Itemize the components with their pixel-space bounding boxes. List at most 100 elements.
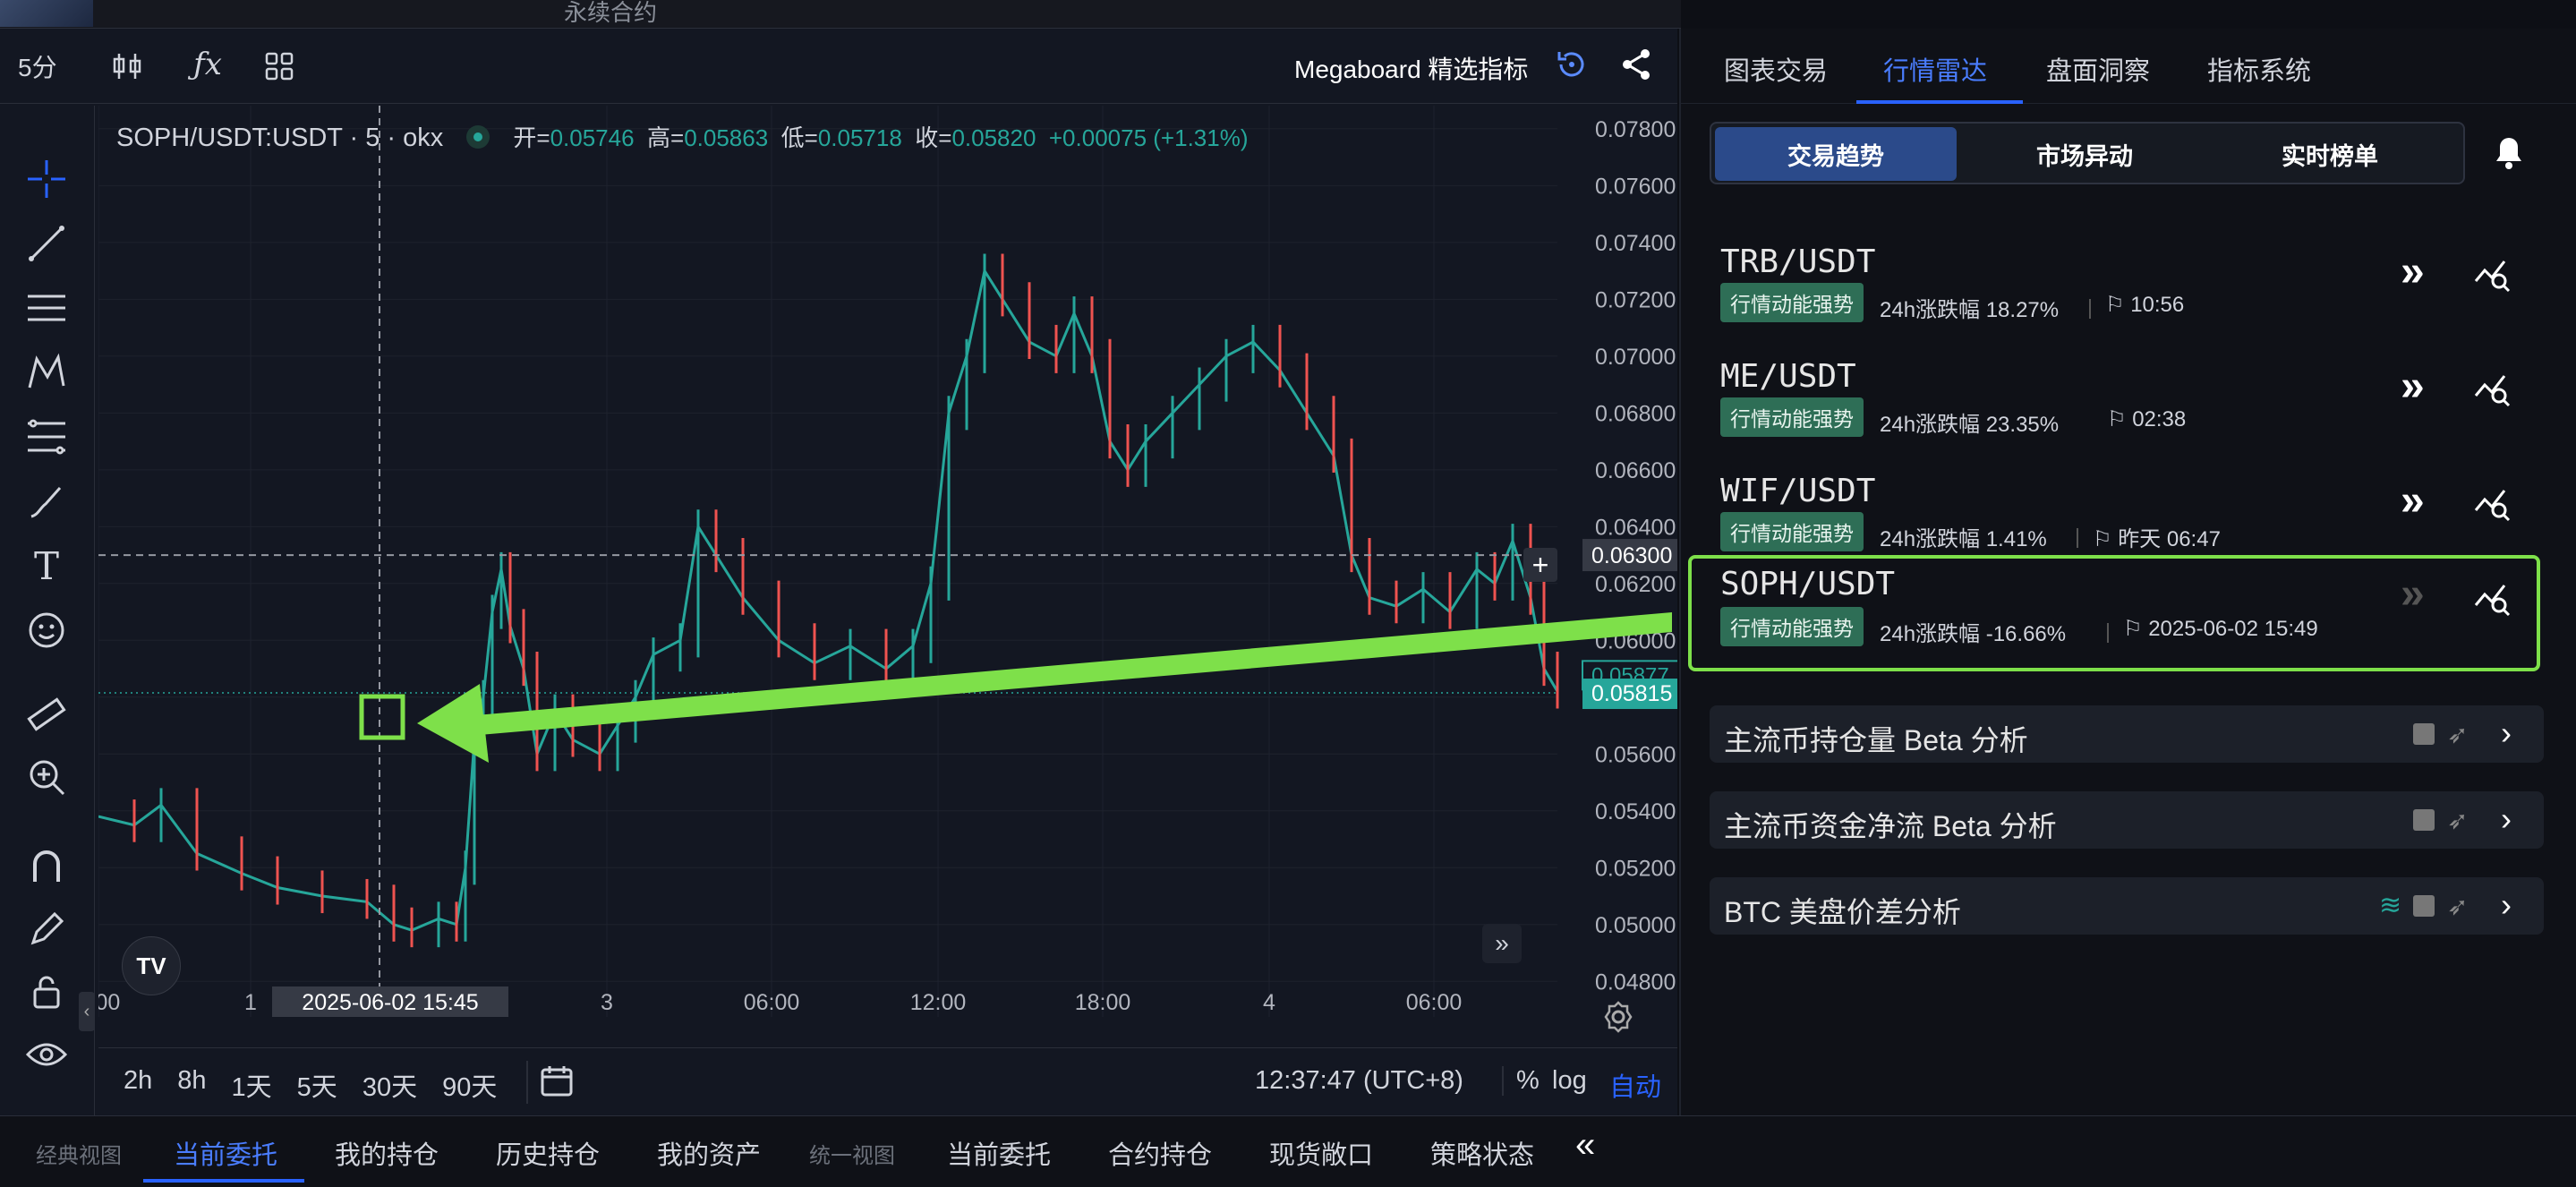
price-tick-label: 0.05200 [1595,856,1676,881]
flag-icon: ⚐ [2107,407,2133,431]
indicators-icon[interactable]: ƒx [193,47,222,82]
fib-icon[interactable] [18,408,75,465]
auto-toggle[interactable]: 自动 [1609,1073,1662,1102]
rocket-icon: ➶ [2447,807,2469,834]
collapse-icon[interactable]: « [1575,1125,1596,1165]
close-label: 收= [915,124,952,151]
flag-time: ⚐ 10:56 [2105,292,2184,318]
divider [2077,528,2078,548]
time-text: 02:38 [2132,407,2187,431]
active-tab-underline [1856,100,2023,104]
pencil-lock-icon[interactable] [18,901,75,958]
range-button[interactable]: 1天 [231,1073,272,1102]
tab-current-orders-2[interactable]: 当前委托 [947,1141,1052,1170]
double-chevron-icon[interactable]: » [2401,248,2425,295]
tab-spot-exposure[interactable]: 现货敞口 [1269,1141,1374,1170]
time-tick-label: 6:00 [98,990,120,1015]
tab-indicator-system[interactable]: 指标系统 [2207,57,2312,86]
tab-market-insight[interactable]: 盘面洞察 [2046,57,2151,86]
chart-search-icon[interactable] [2472,254,2512,294]
low-label: 低= [780,124,818,151]
text-icon[interactable]: T [33,543,59,588]
analysis-title: 主流币持仓量 Beta 分析 [1724,724,2028,756]
range-button[interactable]: 5天 [296,1073,337,1102]
tab-contract-positions[interactable]: 合约持仓 [1108,1141,1213,1170]
layout-grid-icon[interactable] [260,47,299,86]
tab-current-orders[interactable]: 当前委托 [174,1141,278,1170]
list-item-me[interactable]: ME/USDT 行情动能强势 24h涨跌幅 23.35% ⚐ 02:38 » [1681,342,2576,457]
time-tick-label: 18:00 [1075,990,1131,1015]
chart-search-icon[interactable] [2472,369,2512,408]
range-button[interactable]: 8h [177,1066,207,1095]
coin-name[interactable]: TRB/USDT [1720,243,1876,280]
range-button[interactable]: 2h [124,1066,153,1095]
tab-my-assets[interactable]: 我的资产 [657,1141,762,1170]
list-item-trb[interactable]: TRB/USDT 行情动能强势 24h涨跌幅 18.27% ⚐ 10:56 » [1681,227,2576,342]
analysis-open-interest[interactable]: 主流币持仓量 Beta 分析 ➶ › [1710,705,2544,763]
horizontal-lines-icon[interactable] [18,279,75,337]
tab-strategy-status[interactable]: 策略状态 [1430,1141,1535,1170]
coin-name[interactable]: WIF/USDT [1720,473,1876,509]
time-text: 2025-06-02 15:49 [2148,617,2318,641]
price-line [98,267,1559,932]
rocket-icon: ➶ [2447,892,2469,920]
tab-position-history[interactable]: 历史持仓 [496,1141,601,1170]
date-range-icon[interactable] [526,1061,573,1104]
time-text: 昨天 06:47 [2118,527,2221,551]
right-tabs: 图表交易 行情雷达 盘面洞察 指标系统 [1681,29,2576,104]
chart-panel: 5分 ƒx Megaboard 精选指标 T ‹ 0.07800 [0,29,1677,1115]
percent-toggle[interactable]: % [1502,1066,1540,1096]
bottom-active-underline [143,1179,304,1183]
segment-leaderboard[interactable]: 实时榜单 [2282,142,2378,170]
double-chevron-icon[interactable]: » [2401,477,2425,525]
change-value: +0.00075 (+1.31%) [1048,124,1249,151]
coin-name[interactable]: SOPH/USDT [1720,566,1896,602]
lock-icon[interactable] [18,963,75,1020]
crosshair-icon[interactable] [18,150,75,208]
replay-icon[interactable] [1554,47,1593,86]
tab-unified-view[interactable]: 统一视图 [809,1144,895,1168]
price-chart[interactable]: 0.07800 0.07600 0.07400 0.07200 0.07000 0.068… [98,106,1677,1017]
interval-selector[interactable]: 5分 [18,54,57,81]
tab-my-positions[interactable]: 我的持仓 [335,1141,439,1170]
analysis-netflow[interactable]: 主流币资金净流 Beta 分析 ➶ › [1710,791,2544,849]
double-chevron-icon[interactable]: » [2401,363,2425,410]
price-tick-label: 0.07000 [1595,345,1676,370]
chart-settings-icon[interactable] [1600,999,1640,1038]
indicator-label[interactable]: Megaboard 精选指标 [1294,56,1529,83]
chart-search-icon[interactable] [2472,578,2512,618]
clock-text[interactable]: 12:37:47 (UTC+8) [1255,1066,1463,1095]
candle-type-icon[interactable] [107,47,147,86]
list-item-wif[interactable]: WIF/USDT 行情动能强势 24h涨跌幅 1.41% ⚐ 昨天 06:47 … [1681,457,2576,571]
coin-name[interactable]: ME/USDT [1720,358,1856,395]
magnet-icon[interactable] [18,838,75,895]
list-item-soph[interactable]: SOPH/USDT 行情动能强势 24h涨跌幅 -16.66% ⚐ 2025-0… [1688,555,2540,671]
range-list: 2h 8h 1天 5天 30天 90天 [124,1066,497,1104]
collapse-toolbar-icon[interactable]: ‹ [79,992,95,1031]
log-toggle[interactable]: log [1552,1066,1587,1095]
double-chevron-icon[interactable]: » [2401,570,2425,618]
emoji-icon[interactable] [18,602,75,659]
time-tick-label: 1 [244,990,257,1015]
add-price-button[interactable]: + [1523,548,1557,582]
segment-trend[interactable]: 交易趋势 [1715,127,1957,181]
tab-market-radar[interactable]: 行情雷达 [1883,57,1988,86]
range-button[interactable]: 90天 [442,1073,498,1102]
brush-icon[interactable] [18,473,75,530]
range-button[interactable]: 30天 [362,1073,418,1102]
tab-chart-trading[interactable]: 图表交易 [1724,57,1829,86]
eye-icon[interactable] [18,1026,75,1083]
tradingview-logo-icon[interactable]: TV [122,936,181,995]
symbol-line[interactable]: SOPH/USDT:USDT · 5 · okx [116,124,444,152]
segment-anomaly[interactable]: 市场异动 [2036,142,2133,170]
pattern-icon[interactable] [18,344,75,401]
bell-icon[interactable] [2490,134,2529,174]
analysis-btc-spread[interactable]: BTC 美盘价差分析 ≋ ➶ › [1710,877,2544,935]
tab-classic-view[interactable]: 经典视图 [36,1144,122,1168]
share-icon[interactable] [1618,47,1658,86]
trend-line-icon[interactable] [18,215,75,272]
scroll-right-button[interactable]: » [1482,924,1522,963]
zoom-in-icon[interactable] [18,748,75,806]
ruler-icon[interactable] [18,686,75,743]
chart-search-icon[interactable] [2472,483,2512,523]
